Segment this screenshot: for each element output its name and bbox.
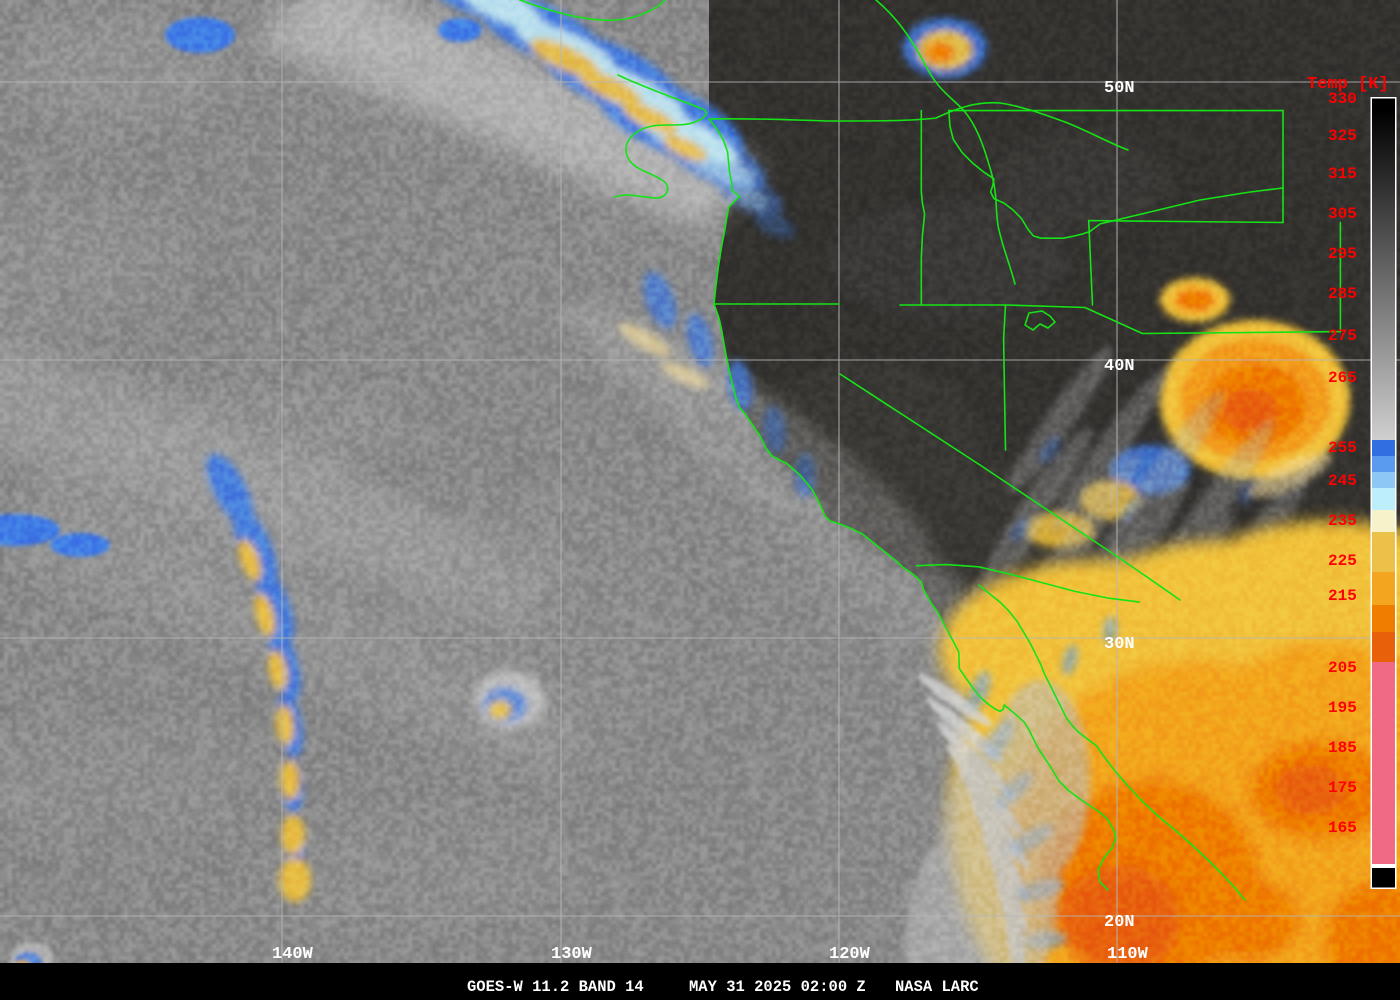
svg-text:165: 165 (1328, 819, 1357, 837)
svg-text:235: 235 (1328, 512, 1357, 530)
svg-text:315: 315 (1328, 165, 1357, 183)
svg-text:245: 245 (1328, 472, 1357, 490)
svg-text:130W: 130W (551, 945, 593, 964)
svg-text:NASA LARC: NASA LARC (895, 978, 979, 996)
svg-text:265: 265 (1328, 369, 1357, 387)
svg-text:20N: 20N (1104, 913, 1135, 932)
svg-text:50N: 50N (1104, 79, 1135, 98)
svg-text:275: 275 (1328, 327, 1357, 345)
svg-text:305: 305 (1328, 205, 1357, 223)
svg-text:40N: 40N (1104, 357, 1135, 376)
svg-text:120W: 120W (829, 945, 871, 964)
svg-text:215: 215 (1328, 587, 1357, 605)
svg-text:330: 330 (1328, 90, 1357, 108)
svg-text:285: 285 (1328, 285, 1357, 303)
svg-text:MAY 31 2025 02:00 Z: MAY 31 2025 02:00 Z (689, 978, 866, 996)
svg-text:185: 185 (1328, 739, 1357, 757)
svg-text:225: 225 (1328, 552, 1357, 570)
svg-text:195: 195 (1328, 699, 1357, 717)
svg-text:110W: 110W (1107, 945, 1149, 964)
svg-text:175: 175 (1328, 779, 1357, 797)
svg-text:205: 205 (1328, 659, 1357, 677)
svg-text:30N: 30N (1104, 635, 1135, 654)
svg-text:GOES-W 11.2 BAND 14: GOES-W 11.2 BAND 14 (467, 978, 644, 996)
svg-text:295: 295 (1328, 245, 1357, 263)
svg-text:255: 255 (1328, 439, 1357, 457)
svg-text:140W: 140W (272, 945, 314, 964)
svg-text:325: 325 (1328, 127, 1357, 145)
